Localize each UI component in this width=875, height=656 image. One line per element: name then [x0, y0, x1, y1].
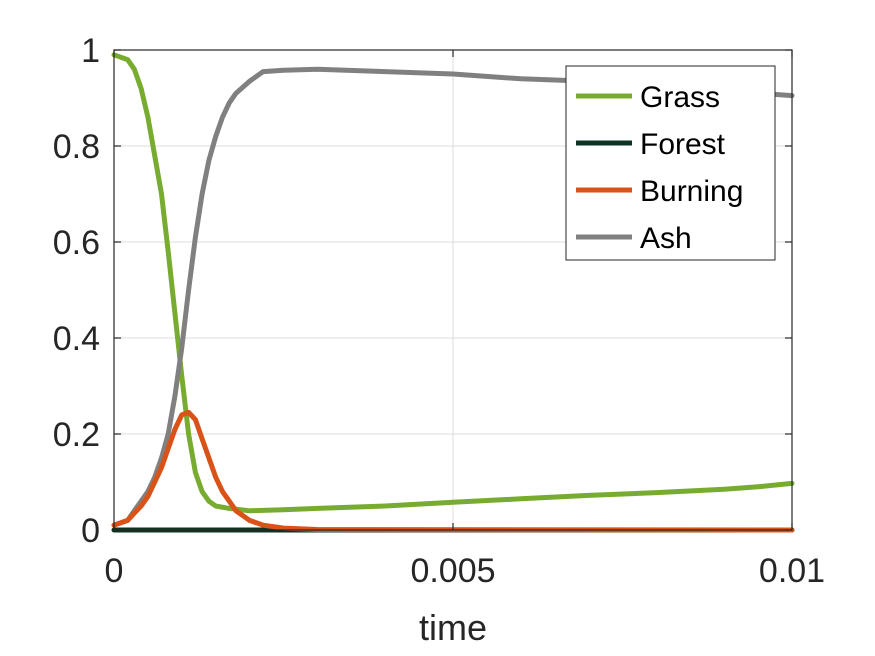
- legend-item-forest: Forest: [576, 128, 726, 161]
- legend-label: Forest: [640, 128, 726, 161]
- x-tick-label: 0.005: [410, 552, 495, 590]
- x-axis-title: time: [419, 607, 487, 648]
- x-tick-label: 0.01: [759, 552, 825, 590]
- legend-item-burning: Burning: [576, 175, 743, 208]
- series-line-grass: [111, 52, 795, 514]
- y-tick-label: 0: [81, 512, 100, 550]
- legend-label: Ash: [640, 222, 692, 255]
- y-tick-label: 0.6: [53, 224, 100, 262]
- series-line-burning: [111, 409, 795, 533]
- x-tick-labels: 0 0.005 0.01: [105, 552, 826, 590]
- y-tick-labels: 0 0.2 0.4 0.6 0.8 1: [53, 32, 100, 550]
- x-tick-label: 0: [105, 552, 124, 590]
- legend-label: Burning: [640, 175, 743, 208]
- legend-item-ash: Ash: [576, 222, 692, 255]
- axis-ticks: [113, 49, 793, 531]
- y-tick-label: 0.2: [53, 416, 100, 454]
- legend-label: Grass: [640, 81, 720, 114]
- legend-item-grass: Grass: [576, 81, 720, 114]
- legend: Grass Forest Burning Ash: [565, 65, 776, 261]
- y-tick-label: 1: [81, 32, 100, 70]
- y-tick-label: 0.4: [53, 320, 100, 358]
- y-tick-label: 0.8: [53, 128, 100, 166]
